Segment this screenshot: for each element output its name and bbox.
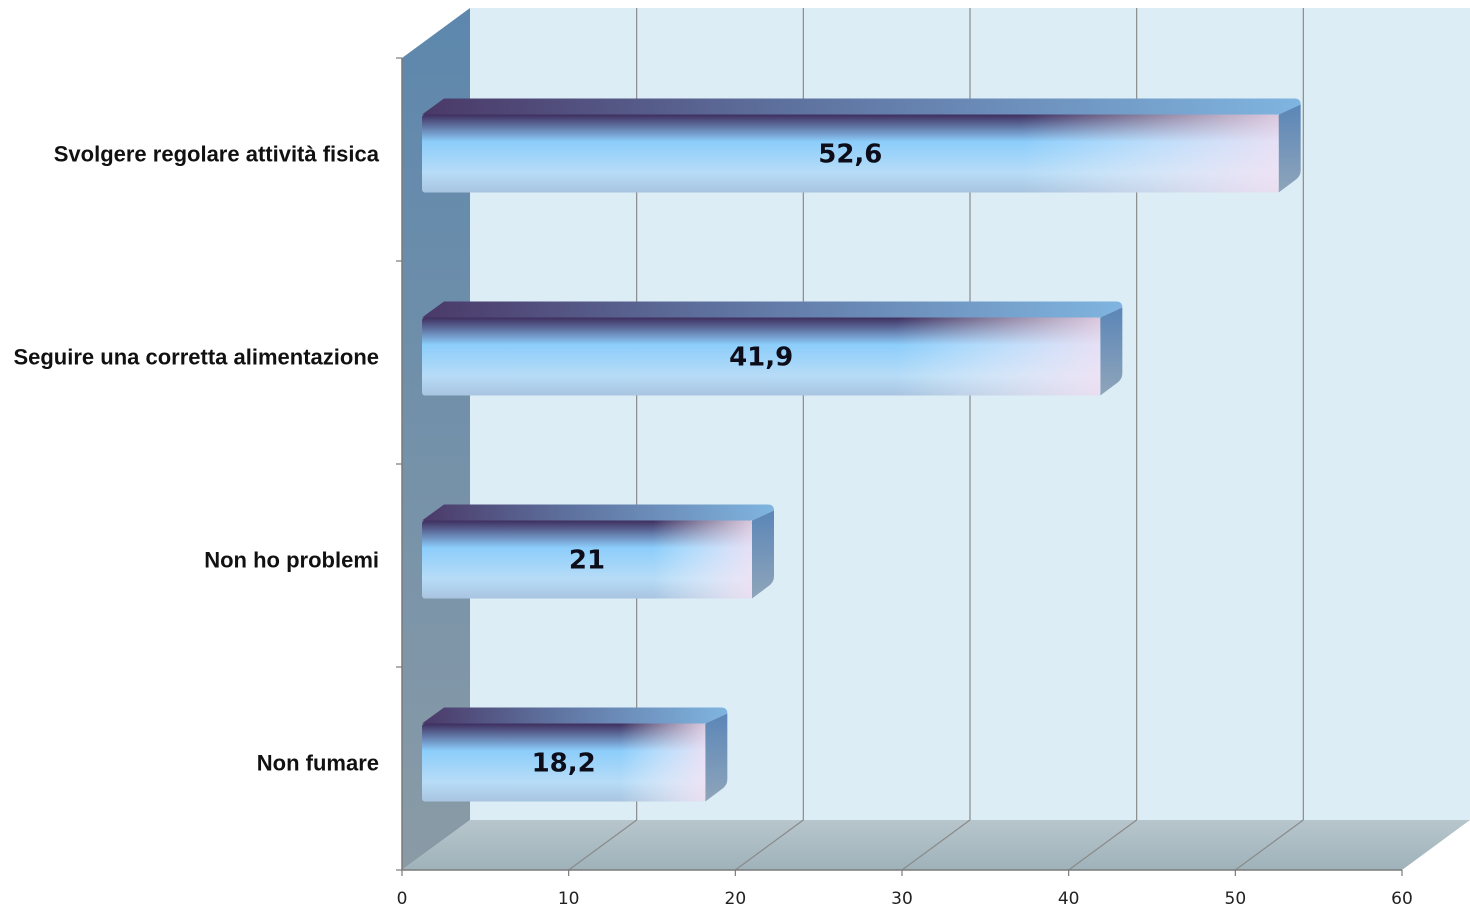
bar: 21 bbox=[422, 504, 774, 599]
tick-labels: 0 10 20 30 40 50 60 bbox=[397, 889, 1413, 909]
bar-top-face bbox=[422, 504, 774, 521]
bar-value-label: 21 bbox=[569, 546, 605, 576]
side-wall bbox=[402, 8, 470, 870]
bars: 52,6 41,9 21 18,2 bbox=[422, 98, 1301, 802]
bar: 41,9 bbox=[422, 301, 1123, 396]
x-tick-label: 40 bbox=[1058, 889, 1080, 909]
bar-end-face bbox=[1278, 104, 1301, 193]
x-tick-label: 20 bbox=[725, 889, 747, 909]
bar-end-face bbox=[705, 713, 728, 802]
x-tick-label: 60 bbox=[1391, 889, 1413, 909]
gridline-floor bbox=[568, 819, 638, 871]
gridline-floor bbox=[1234, 819, 1304, 871]
category-label: Non fumare bbox=[257, 751, 379, 776]
bar-front-highlight bbox=[422, 520, 752, 599]
bar-value-label: 18,2 bbox=[532, 749, 596, 779]
bar-front-highlight bbox=[422, 723, 706, 802]
gridline-floor bbox=[734, 819, 804, 871]
bar: 18,2 bbox=[422, 707, 728, 802]
category-label: Non ho problemi bbox=[204, 548, 379, 573]
x-tick-label: 30 bbox=[891, 889, 913, 909]
bar-front-highlight bbox=[422, 114, 1279, 193]
bar-value-label: 52,6 bbox=[818, 140, 882, 170]
bar-front-highlight bbox=[422, 317, 1101, 396]
gridline-floor bbox=[901, 819, 971, 871]
bar-end-face bbox=[752, 510, 774, 599]
bar-top-face bbox=[422, 707, 728, 724]
x-tick-label: 10 bbox=[558, 889, 580, 909]
category-label: Seguire una corretta alimentazione bbox=[13, 345, 379, 370]
bar-end-face bbox=[1100, 307, 1123, 396]
x-tick-label: 0 bbox=[397, 889, 408, 909]
bar-top-face bbox=[422, 301, 1123, 318]
x-tick-label: 50 bbox=[1225, 889, 1247, 909]
bar-top-face bbox=[422, 98, 1301, 115]
axis-ticks bbox=[396, 57, 1403, 876]
category-labels: Svolgere regolare attività fisica Seguire… bbox=[13, 142, 379, 776]
category-label: Svolgere regolare attività fisica bbox=[54, 142, 380, 167]
bar-value-label: 41,9 bbox=[729, 343, 793, 373]
gridline-floor bbox=[1068, 819, 1138, 871]
bar: 52,6 bbox=[422, 98, 1301, 193]
